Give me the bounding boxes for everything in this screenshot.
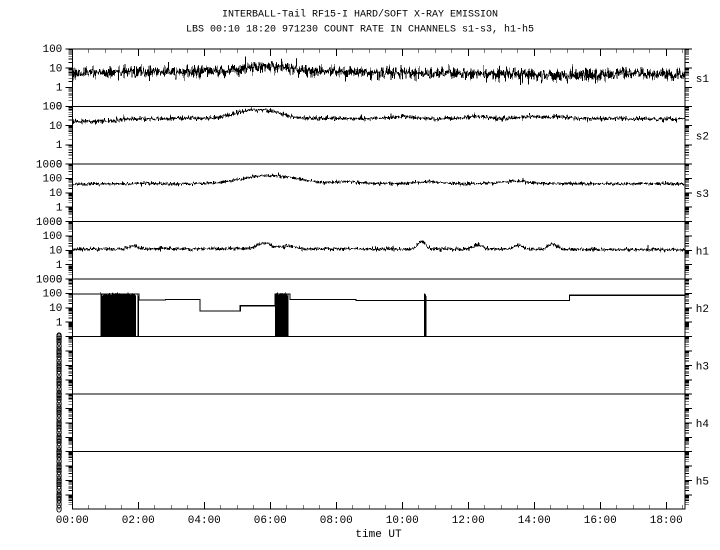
svg-text:100: 100 bbox=[42, 289, 62, 301]
svg-text:0: 0 bbox=[56, 376, 63, 388]
svg-text:1: 1 bbox=[56, 140, 63, 152]
svg-text:18:00: 18:00 bbox=[650, 515, 683, 527]
svg-text:0: 0 bbox=[56, 362, 63, 374]
svg-text:1: 1 bbox=[56, 83, 63, 95]
svg-text:0: 0 bbox=[56, 477, 63, 489]
svg-text:00:00: 00:00 bbox=[56, 515, 89, 527]
svg-text:h1: h1 bbox=[696, 246, 710, 258]
svg-text:100: 100 bbox=[42, 231, 62, 243]
svg-text:0: 0 bbox=[56, 391, 63, 403]
svg-text:10: 10 bbox=[49, 246, 62, 258]
svg-text:0: 0 bbox=[56, 420, 63, 432]
svg-text:0: 0 bbox=[56, 348, 63, 360]
svg-text:LBS 00:10 18:20 971230 COUNT: LBS 00:10 18:20 971230 COUNT RATE IN CHA… bbox=[186, 24, 534, 36]
svg-text:h4: h4 bbox=[696, 419, 710, 431]
svg-text:10:00: 10:00 bbox=[386, 515, 419, 527]
svg-text:1: 1 bbox=[56, 317, 63, 329]
svg-text:10: 10 bbox=[49, 188, 62, 200]
svg-text:s2: s2 bbox=[696, 131, 709, 143]
svg-text:0: 0 bbox=[56, 463, 63, 475]
svg-text:10: 10 bbox=[49, 303, 62, 315]
svg-text:04:00: 04:00 bbox=[188, 515, 221, 527]
svg-text:s1: s1 bbox=[696, 74, 710, 86]
svg-text:10: 10 bbox=[49, 63, 62, 75]
svg-text:06:00: 06:00 bbox=[254, 515, 287, 527]
svg-text:0: 0 bbox=[56, 405, 63, 417]
svg-text:100: 100 bbox=[42, 174, 62, 186]
svg-text:h3: h3 bbox=[696, 361, 709, 373]
svg-text:1000: 1000 bbox=[36, 274, 62, 286]
svg-text:time UT: time UT bbox=[355, 529, 402, 541]
svg-text:0: 0 bbox=[56, 448, 63, 460]
svg-text:1: 1 bbox=[56, 202, 63, 214]
svg-text:100: 100 bbox=[42, 102, 62, 114]
svg-text:02:00: 02:00 bbox=[122, 515, 155, 527]
svg-text:08:00: 08:00 bbox=[320, 515, 353, 527]
svg-text:s3: s3 bbox=[696, 189, 709, 201]
svg-text:1000: 1000 bbox=[36, 159, 62, 171]
svg-text:0: 0 bbox=[56, 333, 63, 345]
svg-text:100: 100 bbox=[42, 44, 62, 56]
svg-text:h2: h2 bbox=[696, 304, 709, 316]
svg-text:INTERBALL-Tail RF15-I HARD/SOF: INTERBALL-Tail RF15-I HARD/SOFT X-RAY EM… bbox=[222, 9, 498, 21]
svg-text:16:00: 16:00 bbox=[584, 515, 617, 527]
svg-text:h5: h5 bbox=[696, 476, 709, 488]
svg-text:12:00: 12:00 bbox=[452, 515, 485, 527]
svg-text:1000: 1000 bbox=[36, 217, 62, 229]
svg-text:1: 1 bbox=[56, 260, 63, 272]
svg-text:0: 0 bbox=[56, 491, 63, 503]
svg-text:14:00: 14:00 bbox=[518, 515, 551, 527]
svg-text:0: 0 bbox=[56, 434, 63, 446]
svg-text:10: 10 bbox=[49, 121, 62, 133]
